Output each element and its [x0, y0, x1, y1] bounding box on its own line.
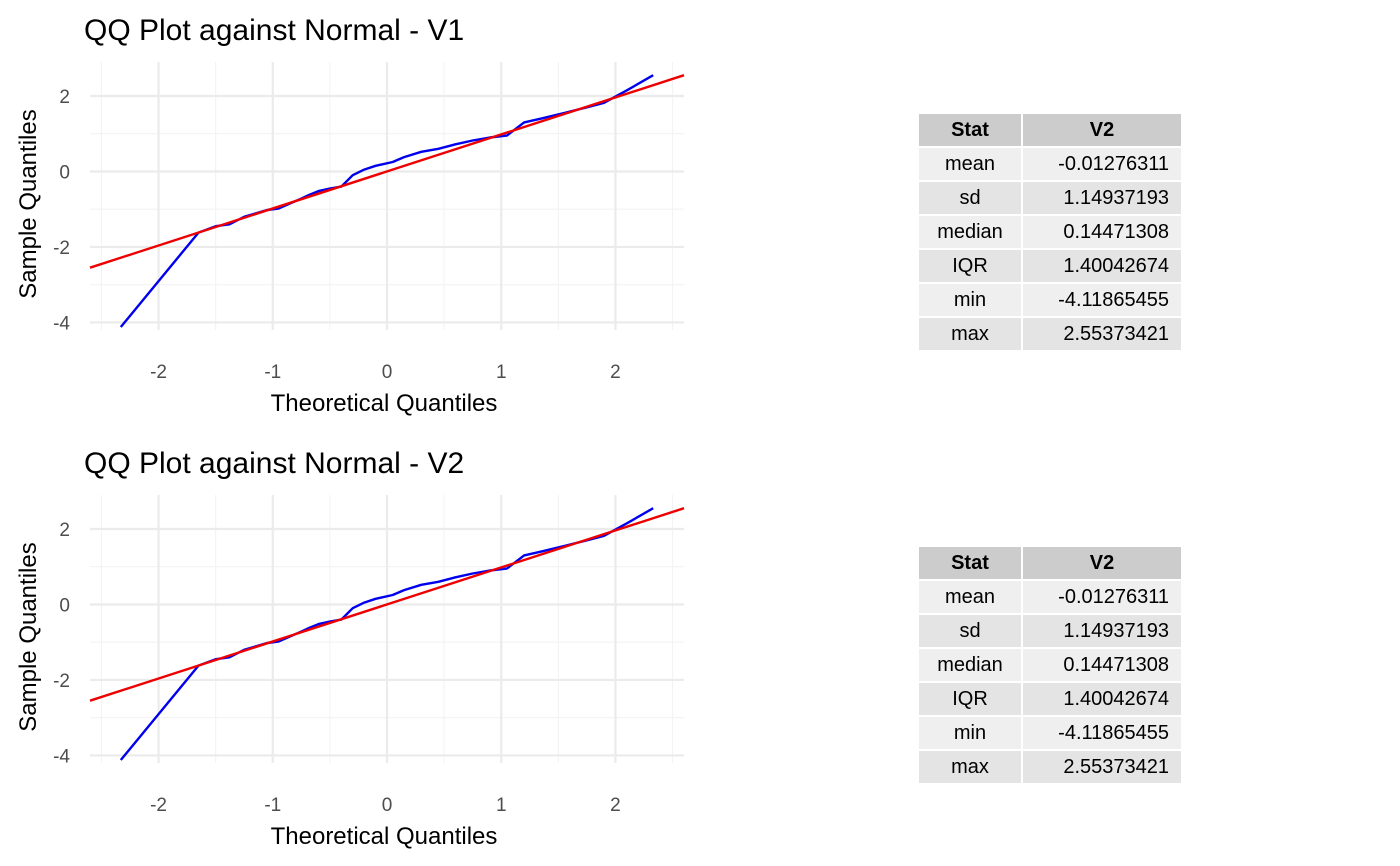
column-header: Stat: [919, 114, 1021, 146]
stat-value: 1.14937193: [1023, 182, 1181, 214]
stats-table-1: Stat V2 mean -0.01276311 sd 1.14937193 med…: [917, 112, 1183, 352]
stat-value: -4.11865455: [1023, 717, 1181, 749]
x-tick-label: 2: [610, 795, 621, 816]
x-tick-label: 0: [382, 362, 393, 383]
stat-name: median: [919, 216, 1021, 248]
stat-value: -0.01276311: [1023, 581, 1181, 613]
table-row: IQR 1.40042674: [919, 683, 1181, 715]
stat-name: min: [919, 284, 1021, 316]
qq-plot-v2: QQ Plot against Normal - V2 -2 -1 0 1 2 -4 -2…: [15, 447, 685, 850]
x-axis-title: Theoretical Quantiles: [271, 390, 498, 417]
table-row: max 2.55373421: [919, 318, 1181, 350]
y-tick-label: -2: [53, 671, 70, 692]
stat-name: sd: [919, 615, 1021, 647]
stat-value: 0.14471308: [1023, 216, 1181, 248]
y-tick-label: -4: [53, 746, 70, 767]
x-tick-label: 0: [382, 795, 393, 816]
x-tick-label: 2: [610, 362, 621, 383]
y-tick-labels: -4 -2 0 2: [53, 520, 70, 767]
stat-name: sd: [919, 182, 1021, 214]
stat-name: median: [919, 649, 1021, 681]
column-header: Stat: [919, 547, 1021, 579]
stat-name: max: [919, 318, 1021, 350]
stat-value: 2.55373421: [1023, 751, 1181, 783]
chart-title: QQ Plot against Normal - V2: [84, 447, 464, 480]
stat-name: max: [919, 751, 1021, 783]
x-tick-label: -2: [150, 795, 167, 816]
grid: [90, 62, 684, 330]
table-row: mean -0.01276311: [919, 581, 1181, 613]
reference-line: [89, 507, 685, 702]
y-tick-label: 0: [59, 595, 70, 616]
stat-name: IQR: [919, 250, 1021, 282]
table-row: min -4.11865455: [919, 717, 1181, 749]
column-header: V2: [1023, 114, 1181, 146]
y-tick-label: -4: [53, 313, 70, 334]
chart-title: QQ Plot against Normal - V1: [84, 14, 464, 47]
x-tick-label: 1: [496, 795, 507, 816]
x-tick-labels: -2 -1 0 1 2: [150, 362, 621, 383]
y-axis-title: Sample Quantiles: [15, 542, 42, 731]
stat-value: -4.11865455: [1023, 284, 1181, 316]
grid: [90, 495, 684, 763]
table-row: median 0.14471308: [919, 216, 1181, 248]
stat-value: 1.40042674: [1023, 250, 1181, 282]
y-tick-labels: -4 -2 0 2: [53, 87, 70, 334]
x-tick-label: -2: [150, 362, 167, 383]
y-tick-label: 0: [59, 162, 70, 183]
stat-value: -0.01276311: [1023, 148, 1181, 180]
stat-value: 0.14471308: [1023, 649, 1181, 681]
stat-name: mean: [919, 581, 1021, 613]
x-tick-label: -1: [264, 362, 281, 383]
x-axis-title: Theoretical Quantiles: [271, 823, 498, 850]
y-axis-title: Sample Quantiles: [15, 109, 42, 298]
x-tick-label: 1: [496, 362, 507, 383]
stat-name: IQR: [919, 683, 1021, 715]
stat-name: min: [919, 717, 1021, 749]
qq-plot-v1: QQ Plot against Normal - V1 -2 -1 0 1 2 -4 -2…: [15, 14, 685, 417]
reference-line: [89, 74, 685, 269]
table-row: sd 1.14937193: [919, 182, 1181, 214]
y-tick-label: -2: [53, 238, 70, 259]
x-tick-label: -1: [264, 795, 281, 816]
x-tick-labels: -2 -1 0 1 2: [150, 795, 621, 816]
stat-name: mean: [919, 148, 1021, 180]
y-tick-label: 2: [59, 87, 70, 108]
table-header-row: Stat V2: [919, 547, 1181, 579]
table-row: IQR 1.40042674: [919, 250, 1181, 282]
stat-value: 1.40042674: [1023, 683, 1181, 715]
table-row: sd 1.14937193: [919, 615, 1181, 647]
stat-value: 2.55373421: [1023, 318, 1181, 350]
y-tick-label: 2: [59, 520, 70, 541]
column-header: V2: [1023, 547, 1181, 579]
table-row: max 2.55373421: [919, 751, 1181, 783]
stats-table-2: Stat V2 mean -0.01276311 sd 1.14937193 med…: [917, 545, 1183, 785]
series-group: [89, 74, 685, 328]
table-row: min -4.11865455: [919, 284, 1181, 316]
series-group: [89, 507, 685, 761]
table-row: mean -0.01276311: [919, 148, 1181, 180]
table-row: median 0.14471308: [919, 649, 1181, 681]
stat-value: 1.14937193: [1023, 615, 1181, 647]
table-header-row: Stat V2: [919, 114, 1181, 146]
